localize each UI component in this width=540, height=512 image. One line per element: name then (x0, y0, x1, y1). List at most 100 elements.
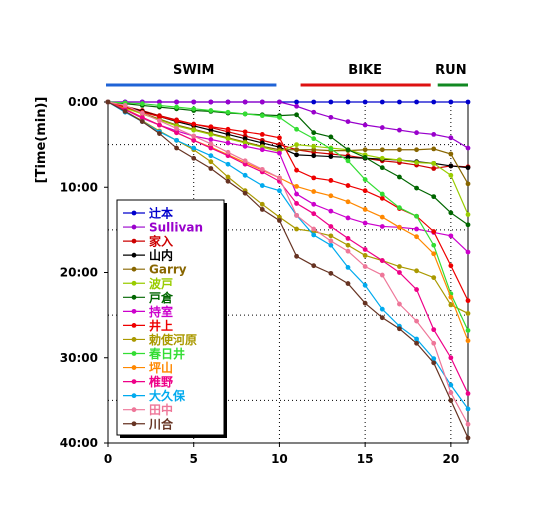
y-tick-label: 20:00 (60, 266, 98, 280)
data-point (345, 236, 351, 241)
data-point (448, 151, 454, 157)
data-point (397, 174, 402, 180)
legend-marker (131, 210, 137, 216)
data-point (379, 125, 385, 130)
data-point (311, 147, 317, 153)
legend-label: Sullivan (149, 221, 203, 235)
data-point (362, 99, 368, 105)
data-point (311, 263, 317, 269)
y-tick-label: 40:00 (60, 436, 98, 450)
data-point (294, 167, 299, 173)
data-point (174, 145, 179, 151)
x-tick-label: 20 (443, 452, 460, 466)
data-point (105, 99, 111, 105)
series (105, 99, 471, 441)
segment-label: RUN (435, 63, 466, 78)
series (105, 99, 471, 427)
data-point (328, 99, 334, 105)
legend-marker (131, 365, 137, 370)
x-tick-label: 0 (104, 452, 112, 466)
data-point (328, 154, 334, 159)
data-point (259, 207, 265, 212)
data-point (208, 127, 214, 133)
legend-label: 坪山 (149, 360, 173, 375)
data-point (431, 327, 437, 333)
data-point (294, 183, 299, 189)
data-point (157, 99, 162, 105)
legend-marker (131, 266, 137, 272)
data-point (242, 172, 248, 178)
legend-label: 家入 (149, 234, 173, 249)
data-point (328, 233, 334, 239)
series-line (107, 101, 469, 170)
data-point (242, 158, 248, 164)
data-point (345, 281, 351, 286)
data-point (379, 195, 385, 201)
legend-label: 春日井 (148, 346, 185, 361)
data-point (379, 315, 385, 321)
data-point (242, 99, 248, 105)
data-point (139, 119, 145, 125)
data-point (174, 130, 179, 136)
data-point (431, 360, 437, 366)
legend-label: 田中 (149, 402, 173, 417)
data-point (122, 108, 128, 114)
data-point (397, 127, 402, 133)
legend-item: 春日井 (123, 346, 185, 361)
data-point (174, 137, 179, 143)
series-line (107, 101, 469, 410)
legend-label: 波戸 (149, 276, 173, 291)
data-point (414, 336, 419, 342)
data-point (345, 215, 351, 221)
legend-marker (131, 252, 137, 258)
data-point (277, 214, 282, 220)
data-point (397, 301, 402, 307)
data-point (379, 191, 385, 197)
data-point (397, 147, 402, 153)
data-point (328, 208, 334, 214)
data-point (277, 188, 282, 194)
series-line (107, 101, 469, 185)
data-point (448, 382, 454, 388)
data-point (448, 302, 454, 308)
data-point (414, 185, 419, 191)
legend-label: 辻本 (149, 206, 173, 221)
data-point (328, 238, 334, 244)
data-point (225, 109, 231, 115)
data-point (362, 188, 368, 194)
data-point (294, 191, 299, 197)
series-line (107, 101, 469, 169)
data-point (328, 242, 334, 248)
data-point (294, 226, 299, 232)
series-line (107, 101, 469, 215)
data-point (362, 207, 368, 212)
data-point (414, 213, 419, 219)
data-point (294, 212, 299, 218)
data-point (174, 126, 179, 131)
data-point (345, 248, 351, 254)
data-point (191, 121, 197, 127)
data-point (208, 108, 214, 113)
data-point (414, 287, 419, 292)
data-point (448, 355, 454, 361)
data-point (311, 226, 317, 232)
data-point (328, 178, 334, 183)
data-point (379, 165, 385, 171)
legend-item: 家入 (123, 234, 173, 249)
legend-marker (131, 337, 137, 342)
data-point (414, 147, 419, 153)
data-point (448, 172, 454, 178)
legend-label: 大久保 (149, 388, 186, 403)
data-point (157, 114, 162, 119)
data-point (397, 264, 402, 269)
data-point (328, 224, 334, 229)
data-point (311, 201, 317, 207)
data-point (345, 99, 351, 105)
legend-marker (131, 421, 137, 427)
data-point (277, 99, 282, 105)
data-point (362, 122, 368, 128)
data-point (208, 141, 214, 147)
y-axis-label: [Time(min)] (34, 97, 49, 184)
data-point (362, 147, 368, 153)
data-point (259, 166, 265, 172)
